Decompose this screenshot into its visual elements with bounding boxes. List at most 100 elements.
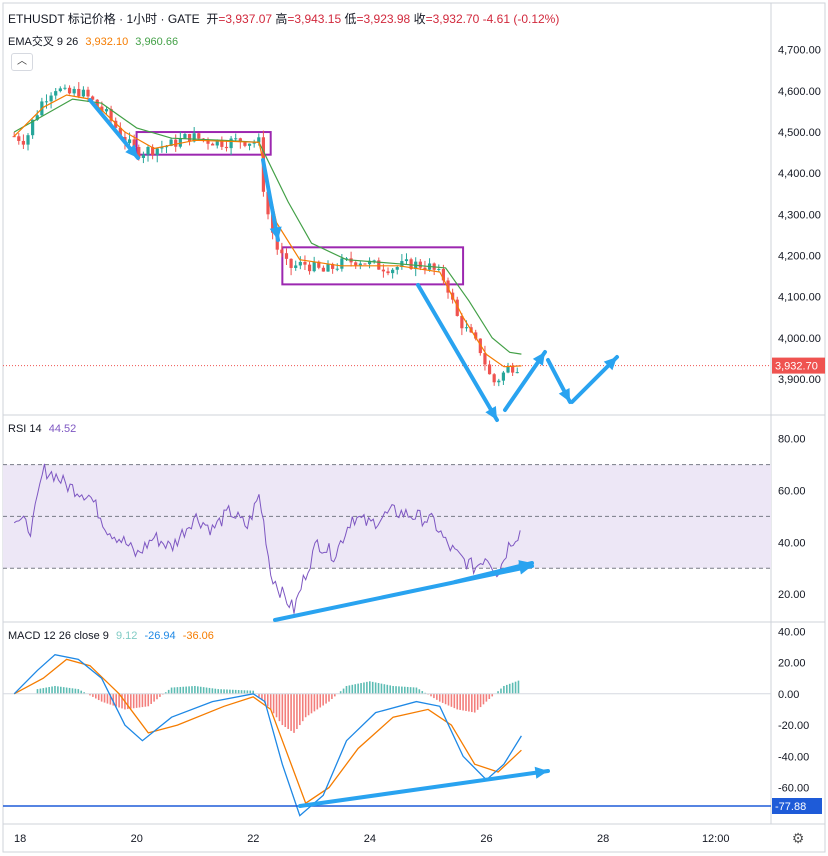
- macd-histogram-bar: [374, 682, 377, 694]
- candle-body: [252, 142, 256, 144]
- macd-histogram-bar: [68, 687, 71, 694]
- candle-body: [326, 264, 330, 272]
- price-axis-tick: 4,500.00: [778, 127, 821, 139]
- macd-histogram-bar: [360, 683, 362, 694]
- macd-histogram-bar: [491, 693, 494, 697]
- rsi-value: 44.52: [48, 423, 77, 435]
- macd-histogram-bar: [83, 692, 85, 694]
- macd-histogram-bar: [371, 681, 374, 694]
- macd-histogram-bar: [357, 683, 359, 694]
- macd-histogram-bar: [36, 689, 39, 694]
- consolidation-box: [135, 131, 272, 156]
- ema-fast-value: 3,932.10: [85, 36, 129, 48]
- candle-body: [151, 147, 155, 155]
- settings-gear-icon[interactable]: ⚙: [791, 830, 805, 846]
- macd-histogram-bar: [488, 693, 491, 700]
- macd-histogram-bar: [42, 688, 45, 694]
- time-axis-tick: 22: [247, 833, 259, 845]
- macd-histogram-bar: [278, 693, 281, 722]
- candle-body: [220, 140, 224, 147]
- macd-line-value: -26.94: [144, 630, 176, 642]
- rsi-line: [13, 463, 521, 614]
- macd-badge-bg: [772, 798, 822, 814]
- candle-body: [183, 134, 187, 139]
- macd-histogram-bar: [377, 683, 380, 694]
- macd-divergence-arrow-head: [534, 766, 548, 779]
- macd-histogram-bar: [351, 684, 354, 694]
- macd-histogram-bar: [94, 693, 97, 699]
- macd-histogram-bar: [112, 693, 115, 706]
- candle-body: [340, 258, 344, 269]
- macd-histogram-bar: [182, 686, 185, 694]
- trend-arrow-head: [125, 144, 138, 158]
- macd-histogram-bar: [258, 693, 260, 697]
- candle-body: [114, 120, 118, 128]
- macd-histogram-bar: [380, 683, 383, 694]
- price-axis-tick: 4,600.00: [778, 86, 821, 98]
- interval-label[interactable]: 1小时: [126, 12, 158, 26]
- ema-legend[interactable]: EMA交叉 9 26 3,932.10 3,960.66: [8, 33, 182, 49]
- macd-histogram-bar: [129, 693, 132, 709]
- candle-body: [197, 133, 201, 139]
- macd-histogram-bar: [237, 690, 240, 694]
- macd-histogram-bar: [132, 693, 135, 709]
- macd-histogram-bar: [156, 693, 158, 700]
- macd-histogram-bar: [194, 685, 196, 694]
- macd-histogram-bar: [287, 693, 289, 729]
- price-axis-tick: 4,300.00: [778, 209, 821, 221]
- candle-body: [367, 260, 372, 265]
- macd-legend-name: MACD 12 26 close 9: [8, 630, 109, 642]
- macd-histogram-bar: [316, 693, 319, 710]
- macd-histogram-bar: [173, 687, 176, 694]
- candle-body: [192, 133, 196, 142]
- macd-histogram-bar: [322, 693, 324, 706]
- macd-signal-line: [13, 658, 522, 805]
- macd-legend[interactable]: MACD 12 26 close 9 9.12 -26.94 -36.06: [8, 630, 218, 642]
- time-axis-tick: 20: [131, 833, 143, 845]
- candle-body: [58, 88, 62, 92]
- symbol-label[interactable]: ETHUSDT: [8, 12, 65, 26]
- macd-histogram-bar: [269, 693, 272, 710]
- candle-body: [67, 87, 72, 94]
- macd-histogram-bar: [261, 693, 263, 701]
- candle-body: [391, 269, 395, 274]
- candle-body: [238, 138, 242, 143]
- time-axis-tick: 26: [480, 833, 492, 845]
- candle-body: [354, 262, 358, 266]
- macd-histogram-bar: [331, 693, 333, 700]
- candle-body: [54, 91, 58, 96]
- macd-histogram-bar: [307, 693, 310, 716]
- price-axis-tick: 4,200.00: [778, 251, 821, 263]
- macd-histogram-bar: [229, 689, 231, 694]
- candle-body: [266, 191, 270, 215]
- macd-histogram-bar: [205, 687, 208, 694]
- macd-histogram-bar: [202, 687, 205, 694]
- macd-histogram-bar: [197, 686, 199, 694]
- macd-histogram-bar: [366, 681, 368, 694]
- time-axis-tick: 12:00: [702, 833, 730, 845]
- rsi-legend[interactable]: RSI 14 44.52: [8, 423, 80, 435]
- macd-histogram-bar: [392, 685, 394, 694]
- candle-body: [174, 139, 178, 147]
- macd-histogram-bar: [441, 693, 444, 703]
- candle-body: [386, 271, 390, 274]
- collapse-legend-icon[interactable]: ︿: [11, 53, 33, 71]
- macd-histogram-bar: [482, 693, 485, 705]
- candle-body: [381, 269, 386, 272]
- macd-histogram-bar: [293, 693, 295, 733]
- projection-arrow-head: [558, 388, 570, 402]
- macd-histogram-bar: [185, 686, 187, 694]
- candle-body: [511, 366, 515, 373]
- macd-histogram-bar: [436, 693, 438, 700]
- time-axis-tick: 24: [364, 833, 376, 845]
- macd-histogram-bar: [409, 687, 412, 694]
- macd-histogram-bar: [406, 686, 409, 694]
- candle-body: [141, 154, 146, 158]
- macd-histogram-bar: [453, 693, 456, 709]
- macd-histogram-bar: [176, 687, 179, 694]
- rsi-divergence-arrow-head: [518, 562, 532, 575]
- macd-histogram-bar: [65, 687, 68, 694]
- candle-body: [35, 115, 39, 120]
- macd-histogram-bar: [433, 693, 435, 699]
